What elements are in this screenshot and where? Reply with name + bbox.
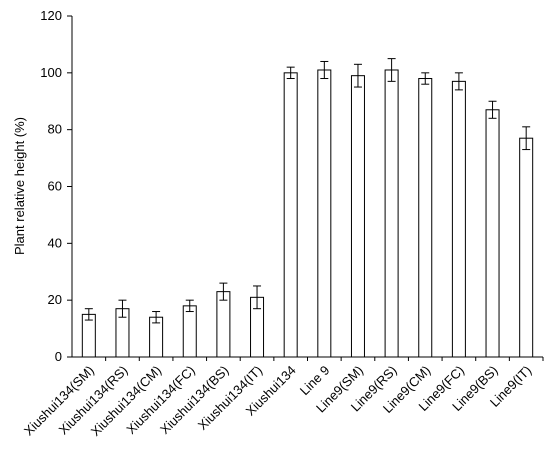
- bar: [451, 80, 466, 358]
- bar: [519, 137, 534, 358]
- y-axis-title: Plant relative height (%): [12, 117, 27, 255]
- bar: [283, 72, 298, 358]
- y-tick-label: 100: [40, 65, 62, 80]
- bar: [182, 305, 197, 358]
- bar: [384, 69, 399, 358]
- y-tick-label: 40: [48, 235, 62, 250]
- bar: [485, 109, 500, 358]
- y-tick-label: 20: [48, 292, 62, 307]
- y-tick-label: 120: [40, 8, 62, 23]
- bar: [350, 75, 365, 358]
- y-tick-label: 0: [55, 349, 62, 364]
- bar: [418, 78, 433, 358]
- bar: [81, 313, 96, 358]
- y-tick-label: 80: [48, 122, 62, 137]
- bar: [317, 69, 332, 358]
- plot-area: 020406080100120Xiushui134(SM)Xiushui134(…: [21, 8, 544, 439]
- bar: [216, 291, 231, 358]
- y-tick-label: 60: [48, 179, 62, 194]
